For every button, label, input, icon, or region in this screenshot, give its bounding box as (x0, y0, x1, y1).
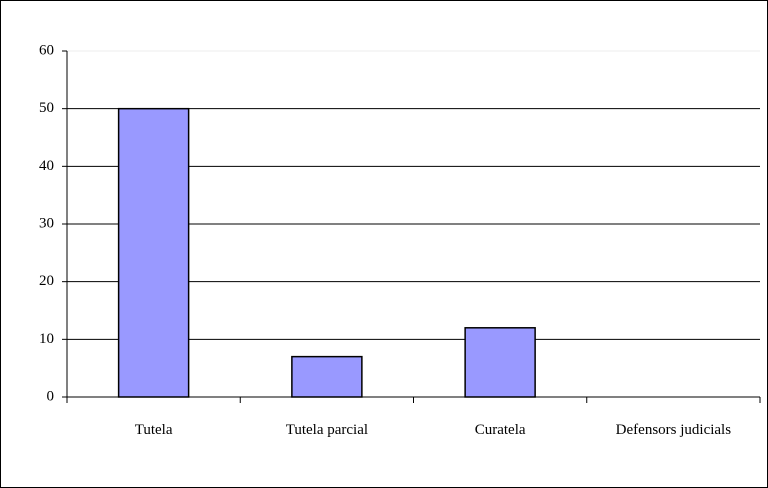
x-tick-label: Tutela (134, 422, 173, 438)
y-tick-label: 20 (39, 273, 54, 289)
bar (464, 327, 536, 398)
y-tick-label: 60 (39, 42, 54, 58)
y-tick-label: 30 (39, 215, 54, 231)
x-tick-label: Curatela (474, 422, 526, 438)
bar (291, 355, 363, 398)
x-tick-label: Defensors judicials (615, 422, 732, 438)
y-tick-label: 40 (39, 158, 54, 174)
y-tick-label: 50 (39, 100, 54, 116)
bar (117, 107, 190, 398)
x-tick-label: Tutela parcial (285, 422, 369, 438)
y-tick-label: 0 (47, 388, 55, 404)
y-tick-label: 10 (39, 331, 54, 347)
